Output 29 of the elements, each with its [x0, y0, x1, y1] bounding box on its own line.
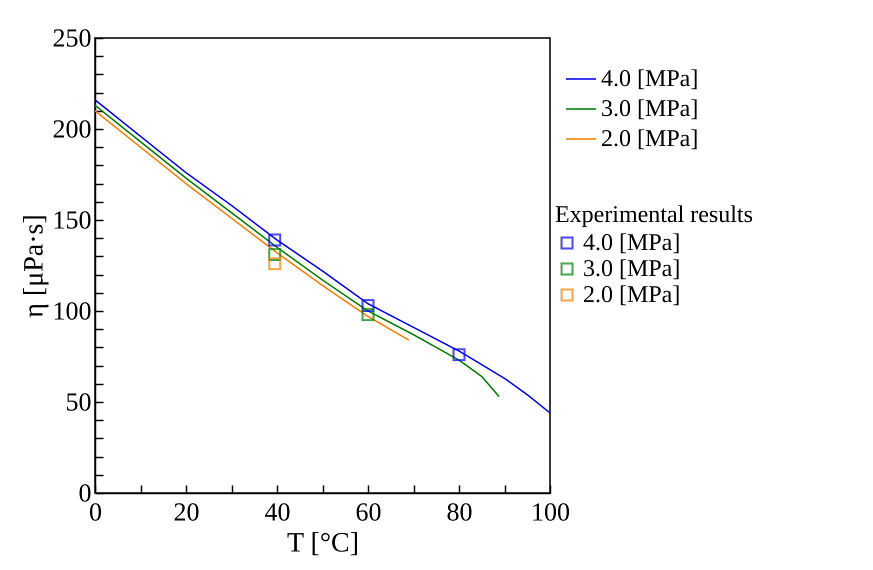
legend-label: 2.0 [MPa] — [583, 282, 680, 308]
x-tick-label: 100 — [531, 498, 570, 526]
legend-label: 4.0 [MPa] — [601, 66, 698, 92]
legend-label: 3.0 [MPa] — [601, 96, 698, 122]
point — [268, 234, 282, 246]
legend-label: 3.0 [MPa] — [583, 256, 680, 282]
point — [452, 348, 466, 362]
point — [362, 308, 374, 322]
line-series — [95, 110, 410, 341]
line-series — [95, 99, 550, 414]
legend-label: 4.0 [MPa] — [583, 230, 680, 256]
y-axis-title: η [μPa·s] — [18, 214, 50, 318]
point — [362, 299, 374, 312]
y-tick-label: 100 — [52, 296, 92, 326]
y-tick-label: 200 — [52, 114, 92, 144]
y-tick-label: 0 — [78, 478, 92, 508]
y-tick-label: 250 — [52, 24, 92, 52]
legend-title: Experimental results — [555, 202, 753, 228]
x-tick-label: 80 — [446, 498, 472, 526]
x-axis-title: T [°C] — [286, 528, 360, 558]
x-tick-label: 40 — [264, 498, 290, 526]
y-tick-label: 150 — [52, 206, 92, 234]
x-tick-label: 20 — [174, 498, 200, 526]
x-tick-label: 60 — [356, 498, 382, 526]
y-tick-label: 50 — [66, 388, 92, 416]
line-series — [95, 104, 500, 398]
point — [268, 248, 282, 262]
point — [268, 257, 282, 270]
legend-label: 2.0 [MPa] — [601, 126, 698, 152]
